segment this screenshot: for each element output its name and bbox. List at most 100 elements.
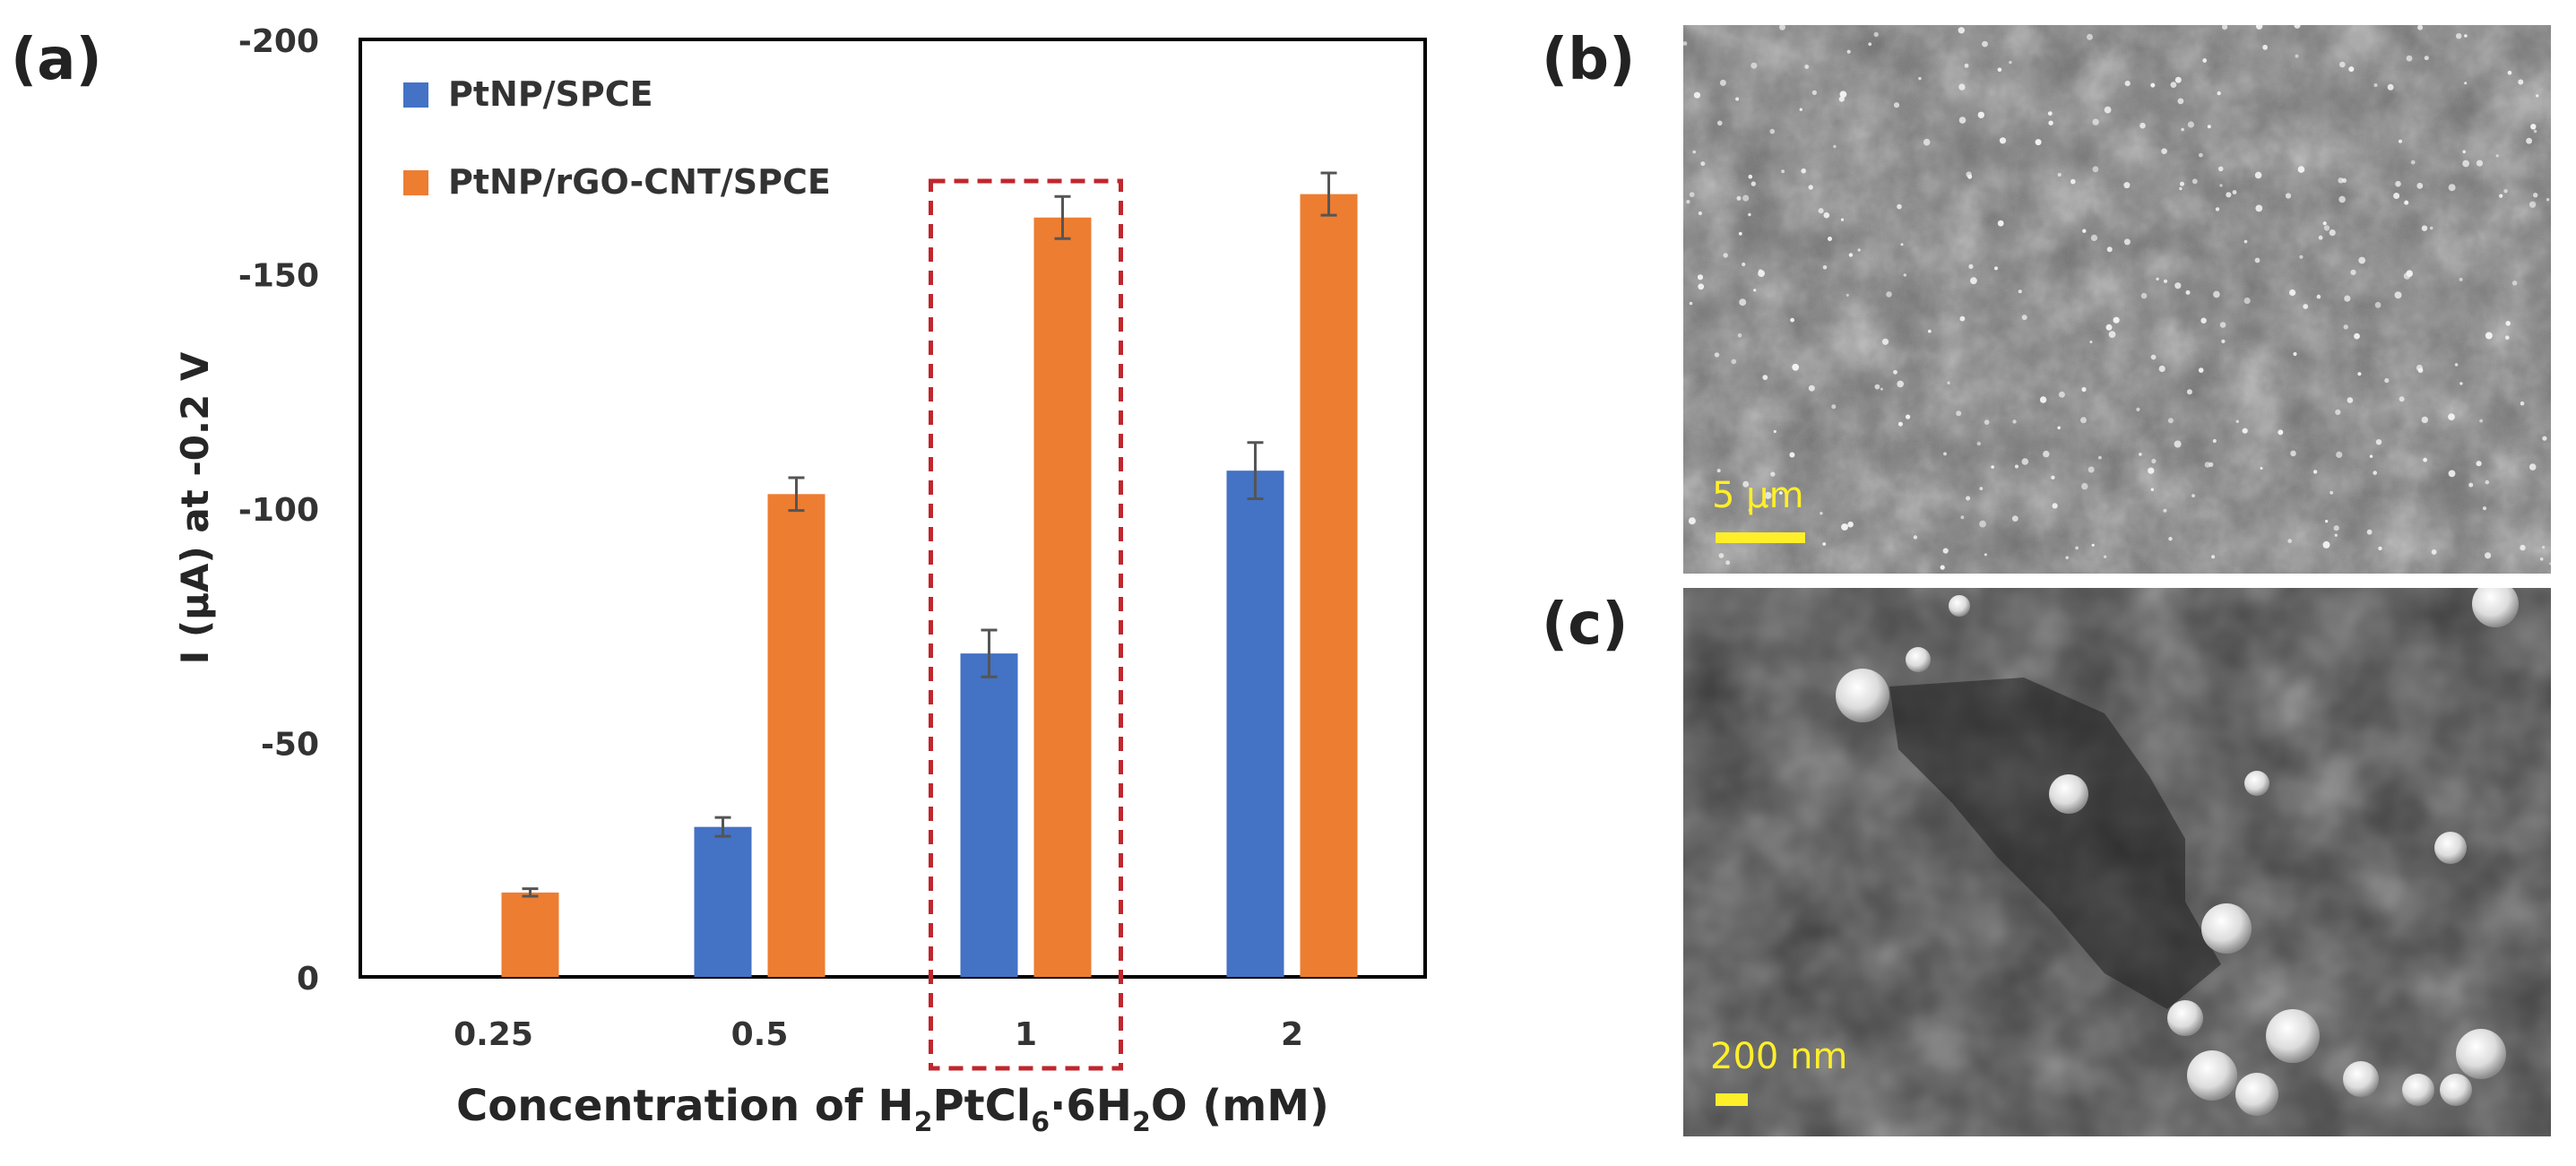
nanoparticle-dot [2530,124,2537,130]
nanoparticle-dot [2338,177,2344,184]
nanoparticle-dot [1700,161,1706,167]
nanoparticle-dot [2285,193,2292,199]
nanoparticle-dot [2213,290,2220,298]
nanoparticle-dot [1725,560,1731,566]
nanoparticle-dot [1769,128,1776,134]
x-axis-label-mid2: ·6H [1050,1081,1132,1131]
nanoparticle-dot [1913,535,1918,540]
x-axis-label-prefix: Concentration of H [456,1081,914,1131]
nanoparticle-dot [2104,106,2112,114]
nanoparticle-dot [2156,277,2159,281]
nanoparticle-dot [2485,552,2492,559]
nanoparticle [2440,1074,2472,1106]
nanoparticle-dot [1997,67,2002,73]
nanoparticle-dot [2287,539,2292,543]
nanoparticle-dot [2398,139,2403,143]
nanoparticle [2456,1029,2506,1079]
sem-image-b: 5 µm [1683,25,2551,574]
nanoparticle-dot [1808,185,1813,190]
nanoparticle-dot [1927,329,1932,333]
nanoparticle-dot [2187,121,2194,128]
crack-region [1889,678,2221,1009]
nanoparticle-dot [1723,253,1728,258]
nanoparticle-dot [2330,490,2333,495]
nanoparticle-dot [2211,555,2216,559]
nanoparticle-dot [2181,127,2184,132]
nanoparticle-dot [1792,363,1800,371]
nanoparticle [1836,669,1889,722]
scale-label-c: 200 nm [1710,1036,1848,1077]
nanoparticle-dot [2404,200,2409,205]
nanoparticle-dot [2150,488,2154,491]
nanoparticle-dot [1718,553,1725,558]
nanoparticle-dot [1940,565,1945,570]
nanoparticle-dot [2260,467,2263,470]
nanoparticle-dot [2174,440,2182,448]
nanoparticle-dot [2123,182,2131,189]
nanoparticle-dot [1750,181,1756,186]
nanoparticle-dot [2113,316,2120,324]
nanoparticle-dots [1683,25,2551,570]
x-tick-label: 0.5 [731,1016,789,1053]
nanoparticle-dot [2136,407,2140,411]
nanoparticle-dot [1984,553,1987,557]
highlight-box [929,178,1123,1071]
y-tick-label: 0 [297,961,319,998]
x-tick-labels: 0.25 0.5 1 2 [454,1016,1303,1053]
nanoparticle [2235,1073,2278,1116]
nanoparticle-dot [2536,94,2539,98]
bar [960,653,1018,977]
nanoparticle-dot [1758,270,1765,277]
nanoparticle [2472,588,2519,627]
nanoparticle-dot [2375,439,2382,445]
nanoparticle-dot [1966,496,1971,501]
nanoparticle-dot [1977,111,1984,118]
nanoparticle-dot [2424,56,2429,61]
nanoparticle-dot [1693,91,1701,99]
nanoparticle-dot [1742,262,1746,267]
nanoparticle-dot [2091,543,2095,547]
nanoparticle-dot [1748,174,1753,179]
nanoparticle-dot [2168,537,2173,541]
nanoparticle-dot [2106,246,2113,253]
nanoparticle-dot [1762,375,1768,380]
nanoparticle-dot [1697,274,1704,281]
nanoparticle-dot [2322,221,2327,226]
nanoparticle-dot [1689,192,1695,198]
nanoparticle [2167,1000,2203,1036]
nanoparticle-dot [2462,160,2469,168]
nanoparticle-dot [2048,120,2053,125]
nanoparticle-dot [2485,479,2490,485]
x-axis-label-suffix: O (mM) [1151,1081,1329,1131]
nanoparticle-dot [2035,139,2042,146]
nanoparticle-dot [2520,544,2526,551]
nanoparticle-dot [2312,470,2318,474]
sem-texture-c [1683,588,2551,1136]
nanoparticle-dot [2081,482,2088,490]
nanoparticle-dot [1873,31,1879,38]
nanoparticle-dot [2505,335,2510,341]
panel-label-a: (a) [11,27,102,93]
nanoparticle-dot [2417,367,2424,373]
nanoparticle-dot [2108,331,2116,338]
nanoparticle-dot [2459,382,2463,385]
nanoparticle-dot [2503,189,2508,194]
nanoparticle-dot [1848,253,1854,257]
nanoparticle-dot [1833,144,1837,149]
nanoparticle-dot [2358,256,2366,264]
nanoparticle-dot [2350,269,2356,275]
nanoparticle-dot [2011,515,2018,522]
nanoparticle-dot [2505,321,2511,326]
bar [767,494,826,977]
bar-chart: -200-150-100-500 0.25 0.5 1 2 PtNP/SPCEPtNP… [173,23,1427,1138]
legend-label: PtNP/rGO-CNT/SPCE [448,162,831,202]
nanoparticle-dot [1857,248,1861,252]
nanoparticle-dot [2454,363,2459,367]
nanoparticle-dot [2278,429,2284,436]
nanoparticle-dot [1874,384,1880,390]
nanoparticle-dot [2082,229,2087,233]
nanoparticle-dot [2334,533,2338,537]
nanoparticle-dot [1753,289,1757,292]
nanoparticles [1836,588,2519,1116]
legend-label: PtNP/SPCE [448,74,653,114]
